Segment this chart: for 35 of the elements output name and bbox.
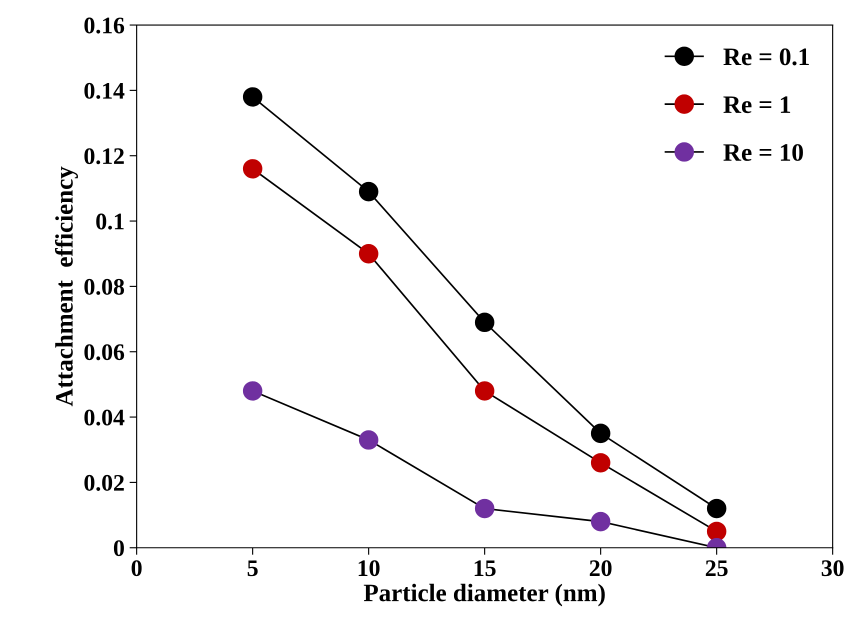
y-axis-title: Attachment efficiency: [54, 166, 78, 406]
y-tick-label: 0.04: [84, 410, 124, 426]
x-tick-label: 30: [822, 560, 844, 576]
x-tick-label: 25: [706, 560, 728, 576]
point: [590, 512, 610, 532]
point: [242, 381, 262, 401]
y-tick-label: 0: [114, 540, 124, 556]
point: [358, 182, 378, 202]
point: [242, 87, 262, 107]
point: [590, 453, 610, 473]
x-tick-label: 0: [132, 560, 142, 576]
point: [358, 430, 378, 450]
y-tick-label: 0.02: [84, 474, 124, 491]
x-axis-title: Particle diameter (nm): [364, 584, 605, 606]
legend-label: Re = 1: [723, 96, 790, 114]
point: [474, 312, 494, 332]
y-tick-label: 0.16: [84, 18, 124, 34]
x-tick-label: 10: [358, 560, 380, 576]
point: [590, 424, 610, 444]
y-tick-label: 0.12: [84, 148, 124, 164]
y-tick-label: 0.06: [84, 344, 124, 360]
legend-label: Re = 10: [723, 144, 803, 161]
point: [706, 522, 726, 542]
point: [474, 381, 494, 401]
point: [474, 498, 494, 518]
y-tick-label: 0.08: [84, 278, 124, 295]
x-tick-label: 5: [248, 560, 258, 576]
x-tick-label: 20: [590, 560, 612, 576]
legend-label: Re = 0.1: [723, 48, 809, 66]
y-tick-label: 0.14: [84, 82, 124, 99]
x-tick-label: 15: [474, 560, 496, 576]
y-tick-label: 0.1: [96, 214, 124, 230]
point: [242, 159, 262, 179]
point: [706, 498, 726, 518]
point: [358, 244, 378, 264]
